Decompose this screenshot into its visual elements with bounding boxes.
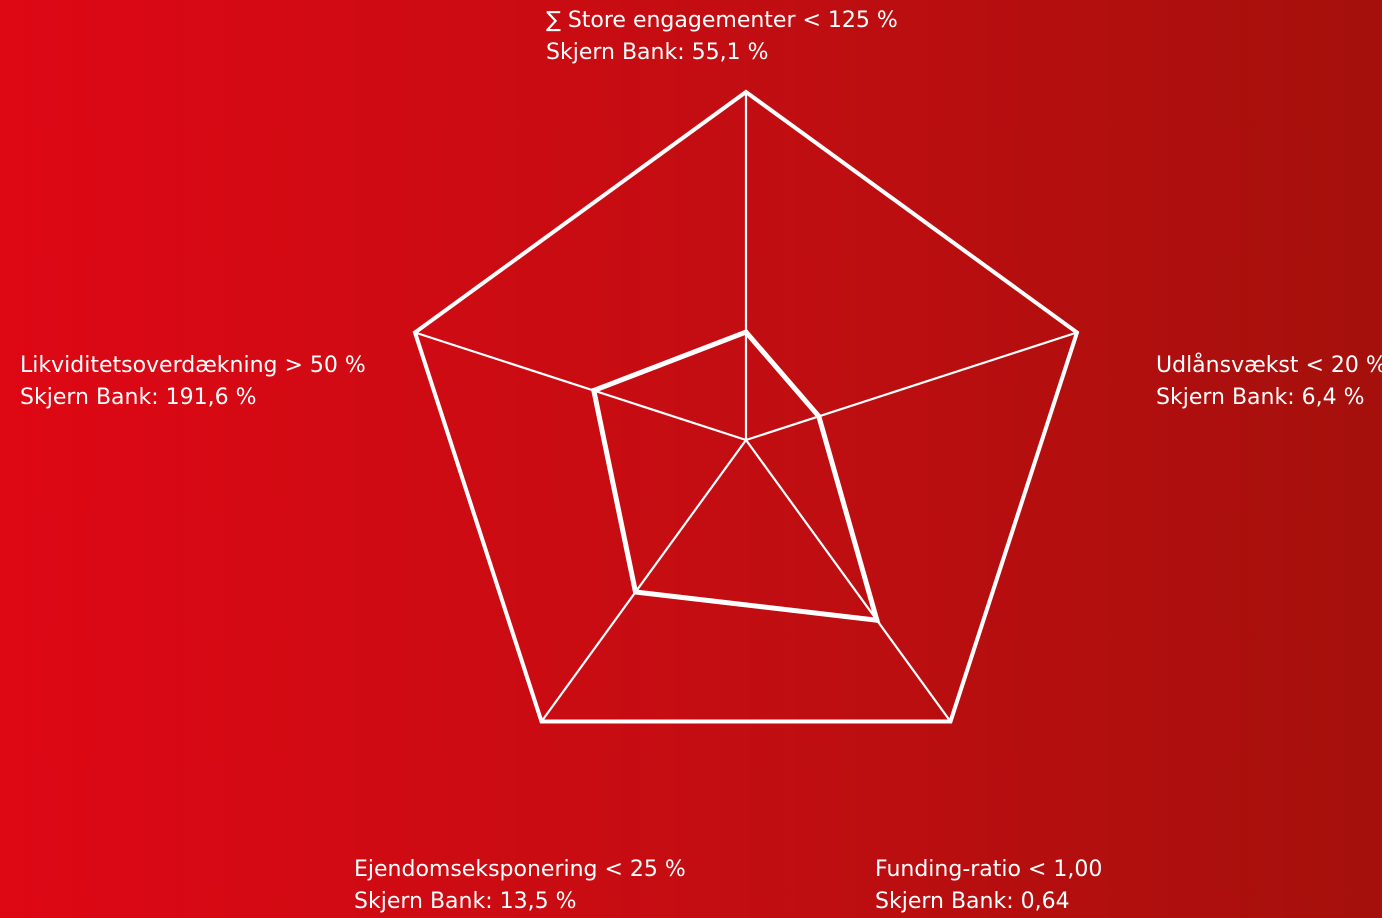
axis-label-udlaansvaekst: Udlånsvækst < 20 % Skjern Bank: 6,4 %	[1156, 350, 1382, 414]
bank-value-point	[633, 589, 638, 595]
radar-spoke	[745, 439, 952, 723]
bank-value-polygon	[590, 329, 881, 624]
axis-label-ejendomseksponering: Ejendomseksponering < 25 % Skjern Bank: …	[354, 854, 686, 918]
limit-polygon	[412, 89, 1080, 724]
bank-value-point	[816, 413, 822, 419]
bank-value-point	[591, 388, 597, 393]
udlaansvaekst-limit-label: Udlånsvækst < 20 %	[1156, 353, 1382, 378]
axis-label-store-engagementer: ∑ Store engagementer < 125 % Skjern Bank…	[546, 5, 898, 69]
axis-label-funding-ratio: Funding-ratio < 1,00 Skjern Bank: 0,64	[875, 854, 1102, 918]
radar-spoke	[745, 331, 1078, 442]
likviditetsoverdaekning-limit-label: Likviditetsoverdækning > 50 %	[20, 353, 366, 378]
udlaansvaekst-value-label: Skjern Bank: 6,4 %	[1156, 385, 1365, 410]
radar-spoke	[414, 331, 747, 442]
radar-spoke	[540, 439, 747, 723]
ejendomseksponering-value-label: Skjern Bank: 13,5 %	[354, 889, 577, 914]
funding-ratio-value-label: Skjern Bank: 0,64	[875, 889, 1070, 914]
axis-label-likviditetsoverdaekning: Likviditetsoverdækning > 50 % Skjern Ban…	[20, 350, 366, 414]
ejendomseksponering-limit-label: Ejendomseksponering < 25 %	[354, 857, 686, 882]
bank-value-point	[874, 617, 880, 623]
funding-ratio-limit-label: Funding-ratio < 1,00	[875, 857, 1103, 882]
store-engagementer-limit-label: ∑ Store engagementer < 125 %	[546, 8, 898, 33]
likviditetsoverdaekning-value-label: Skjern Bank: 191,6 %	[20, 385, 257, 410]
bank-value-point	[743, 329, 749, 335]
store-engagementer-value-label: Skjern Bank: 55,1 %	[546, 40, 769, 65]
